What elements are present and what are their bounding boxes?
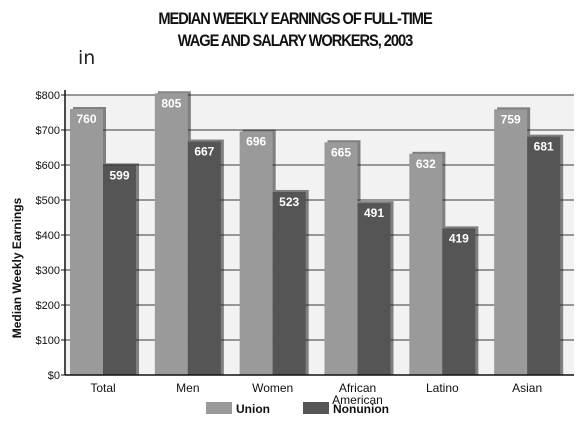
union-bar-women xyxy=(239,131,273,375)
union-bar-men xyxy=(154,93,188,375)
legend-label-nonunion: Nonunion xyxy=(333,402,389,416)
y-tick-label: $300 xyxy=(36,265,60,277)
union-value-label: 805 xyxy=(161,96,181,110)
nonunion-bar-asian xyxy=(527,136,561,375)
y-tick-label: $100 xyxy=(36,335,60,347)
nonunion-bar-women xyxy=(272,191,306,375)
y-tick-label: $600 xyxy=(36,160,60,172)
side-note-text: in xyxy=(78,47,96,69)
y-tick-label: $400 xyxy=(36,230,60,242)
y-tick-label: $0 xyxy=(48,370,60,382)
y-tick-label: $200 xyxy=(36,300,60,312)
legend-label-union: Union xyxy=(236,402,270,416)
union-bar-asian xyxy=(494,109,528,375)
legend-swatch-nonunion xyxy=(303,402,329,414)
x-category-label: African American xyxy=(332,381,383,407)
chart-title-line-2: WAGE AND SALARY WORKERS, 2003 xyxy=(177,31,413,50)
nonunion-value-label: 523 xyxy=(279,195,299,209)
x-category-label: Men xyxy=(176,381,199,395)
nonunion-value-label: 491 xyxy=(364,206,384,220)
union-bar-latino xyxy=(409,153,443,375)
union-value-label: 632 xyxy=(416,157,436,171)
union-bar-african-american xyxy=(324,142,358,375)
union-value-label: 665 xyxy=(331,145,351,159)
nonunion-bar-latino xyxy=(442,228,476,375)
y-tick-label: $700 xyxy=(36,125,60,137)
y-tick-label: $500 xyxy=(36,195,60,207)
nonunion-bar-african-american xyxy=(357,203,391,375)
union-value-label: 696 xyxy=(246,134,266,148)
x-category-label: Latino xyxy=(426,381,459,395)
nonunion-value-label: 599 xyxy=(109,168,129,182)
nonunion-value-label: 419 xyxy=(449,231,469,245)
union-value-label: 759 xyxy=(501,112,521,126)
union-bar-total xyxy=(70,109,103,375)
nonunion-value-label: 681 xyxy=(534,140,554,154)
nonunion-bar-men xyxy=(187,141,221,375)
y-axis-label: Median Weekly Earnings xyxy=(10,197,24,338)
nonunion-value-label: 667 xyxy=(194,145,214,159)
x-category-label: Women xyxy=(252,381,293,395)
y-tick-label: $800 xyxy=(36,90,60,102)
x-category-label: Asian xyxy=(512,381,542,395)
chart-title-line-1: MEDIAN WEEKLY EARNINGS OF FULL-TIME xyxy=(158,9,432,28)
nonunion-bar-total xyxy=(103,165,136,375)
union-value-label: 760 xyxy=(76,112,96,126)
legend-swatch-union xyxy=(206,402,232,414)
x-category-label: Total xyxy=(90,381,115,395)
chart-title: MEDIAN WEEKLY EARNINGS OF FULL-TIME WAGE… xyxy=(130,8,460,52)
